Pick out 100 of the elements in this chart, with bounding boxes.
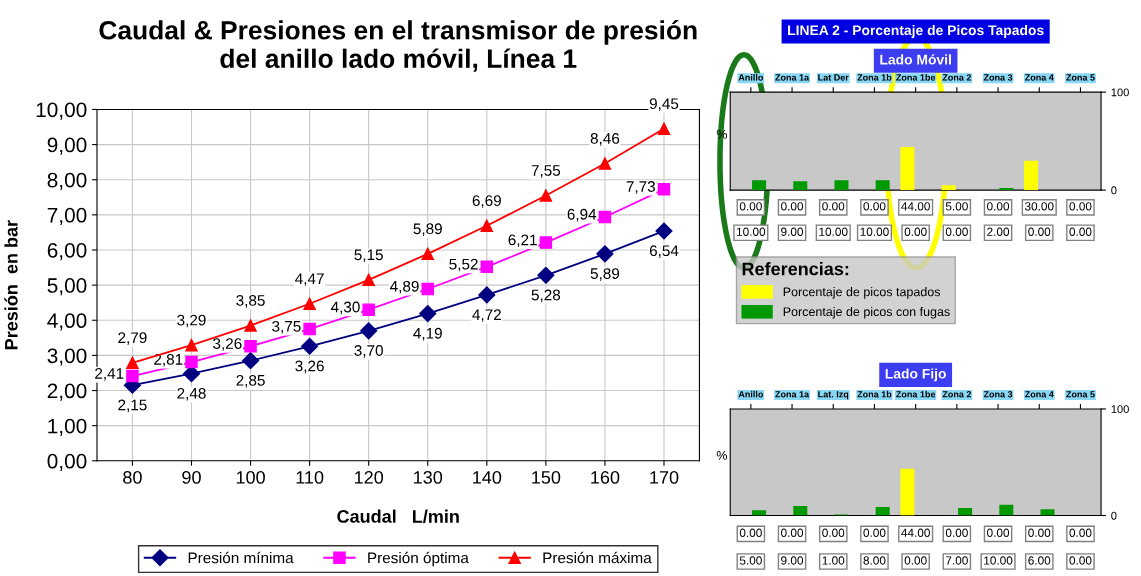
data-label: 1.00	[822, 556, 845, 565]
x-tick-label: 160	[591, 471, 620, 484]
data-label: 0.00	[1069, 227, 1092, 236]
data-label: 0.00	[781, 202, 804, 211]
point	[244, 319, 257, 332]
point	[303, 297, 316, 310]
x-tick-label: Zona 3	[983, 74, 1013, 81]
data-label: 8,46	[590, 133, 620, 146]
y-tick-label: 6,00	[47, 242, 87, 261]
data-label: 6.00	[1028, 556, 1051, 565]
data-label: 2,79	[118, 332, 147, 345]
x-tick-label: 120	[354, 471, 384, 484]
y-tick-label: 100	[1111, 88, 1129, 97]
data-label: 0.00	[945, 227, 968, 236]
legend-label: Porcentaje de picos tapados	[783, 287, 941, 299]
point	[419, 305, 437, 323]
point	[360, 322, 378, 340]
data-label: 0.00	[1028, 528, 1051, 537]
x-tick-label: Lat Der	[818, 74, 849, 81]
data-label: 9,45	[649, 98, 679, 111]
point	[301, 337, 319, 355]
y-tick-label: 5,00	[47, 278, 87, 296]
x-tick-label: Zona 2	[942, 74, 972, 81]
data-label: 5,89	[590, 268, 620, 281]
x-tick-label: 90	[182, 471, 201, 484]
legend-label: Presión óptima	[368, 551, 469, 567]
point	[421, 247, 434, 261]
data-label: 3,26	[295, 360, 324, 374]
data-label: 0.00	[822, 202, 845, 211]
data-label: 8.00	[863, 556, 886, 565]
data-label: 2,81	[154, 353, 183, 367]
point	[657, 122, 671, 136]
data-label: 10.00	[736, 227, 766, 236]
data-label: 3,85	[236, 295, 265, 308]
data-label: 0.00	[1069, 556, 1092, 565]
point	[537, 266, 555, 284]
data-label: 3,70	[354, 345, 383, 358]
data-label: 5,89	[413, 223, 442, 236]
point	[657, 182, 671, 196]
x-tick-label: Zona 4	[1024, 391, 1054, 398]
y-tick-label: 9,00	[47, 137, 87, 155]
data-label: 9.00	[781, 227, 804, 236]
data-label: 3,29	[177, 314, 206, 328]
data-label: 5.00	[945, 202, 968, 211]
data-label: 3,26	[213, 338, 242, 351]
point	[421, 282, 434, 296]
legend-label: Presión máxima	[543, 551, 652, 564]
x-tick-label: 140	[473, 471, 502, 484]
data-label: 0.00	[904, 227, 927, 236]
chart-title: Lado Fijo	[885, 368, 946, 382]
x-tick-label: Zona 1be	[896, 390, 936, 398]
x-tick-label: Zona 1a	[775, 391, 810, 398]
data-label: 6,21	[508, 234, 537, 248]
x-tick-label: Zona 5	[1066, 391, 1095, 398]
point	[598, 157, 612, 170]
x-tick-label: Zona 4	[1024, 74, 1054, 81]
data-label: 0.00	[739, 202, 762, 211]
y-axis-title: Presión en bar	[4, 220, 18, 350]
data-label: 0.00	[863, 528, 886, 537]
data-label: 4,72	[472, 309, 501, 322]
point	[241, 352, 260, 370]
point	[362, 273, 375, 287]
data-label: 0.00	[945, 528, 968, 537]
point	[596, 245, 614, 263]
bar	[793, 181, 808, 191]
chart-title: Caudal & Presiones en el transmisor de presión del anillo lado móvil, Línea 1	[99, 19, 697, 72]
point	[303, 322, 316, 336]
y-tick-label: 1,00	[48, 418, 87, 436]
legend-title: Referencias:	[742, 262, 849, 276]
chart-subtitle: Lado Móvil	[880, 54, 951, 65]
y-axis-title: %	[716, 450, 728, 460]
y-tick-label: 3,00	[47, 348, 87, 366]
y-tick-label: 2,00	[47, 383, 87, 401]
point	[362, 303, 375, 316]
bar	[834, 180, 849, 191]
data-label: 10.00	[984, 556, 1013, 565]
data-label: 7,73	[626, 181, 655, 194]
y-tick-label: 8,00	[47, 172, 87, 190]
x-tick-label: Zona 5	[1066, 74, 1095, 81]
point	[185, 355, 198, 369]
data-label: 6,94	[567, 208, 597, 222]
bar	[793, 505, 808, 516]
x-tick-label: Anillo	[738, 74, 764, 81]
data-label: 0.00	[863, 202, 886, 211]
point	[126, 369, 139, 383]
bar	[875, 180, 890, 191]
x-tick-label: Zona 1be	[896, 74, 936, 81]
bar	[1024, 160, 1039, 191]
bar	[1040, 509, 1055, 516]
legend-label: Presión mínima	[188, 551, 294, 564]
data-label: 0.00	[1069, 202, 1092, 211]
x-tick-label: 100	[236, 471, 265, 484]
legend-label: Porcentaje de picos con fugas	[783, 306, 950, 319]
bar	[999, 504, 1014, 516]
bar	[875, 507, 890, 516]
point	[480, 260, 494, 274]
data-label: 9.00	[781, 556, 804, 565]
y-tick-label: 4,00	[47, 313, 87, 331]
data-label: 2.00	[987, 227, 1010, 236]
x-tick-label: Zona 1a	[775, 74, 810, 81]
